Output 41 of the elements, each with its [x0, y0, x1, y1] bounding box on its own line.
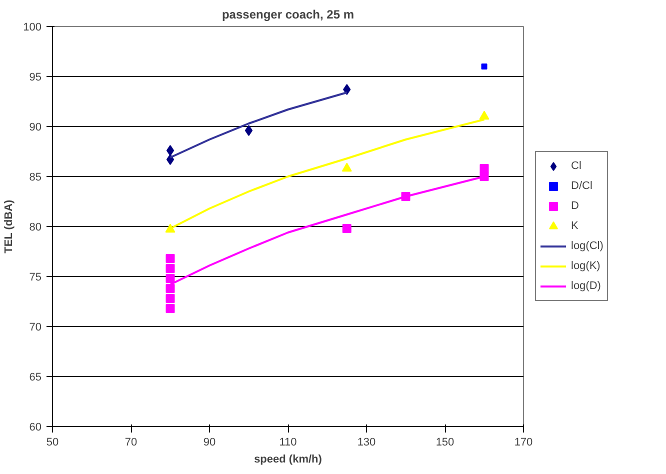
x-tick-label: 130	[357, 436, 376, 448]
x-tick-label: 150	[436, 436, 454, 448]
y-tick-label: 80	[29, 222, 42, 234]
point	[343, 84, 351, 95]
legend-label: K	[571, 220, 580, 232]
legend-label: log(Cl)	[571, 240, 604, 252]
x-tick-label: 170	[514, 436, 533, 448]
y-tick-label: 85	[29, 172, 42, 184]
chart-title: passenger coach, 25 m	[222, 8, 354, 22]
x-tick-label: 70	[124, 436, 138, 448]
point	[166, 294, 175, 303]
y-tick-label: 60	[29, 422, 42, 434]
point	[479, 110, 490, 120]
point	[244, 125, 253, 136]
point	[166, 145, 174, 156]
x-axis-title: speed (km/h)	[254, 454, 322, 466]
legend-label: log(K)	[571, 260, 600, 272]
point	[166, 264, 175, 273]
point	[342, 224, 352, 233]
legend-label: log(D)	[571, 280, 601, 292]
point	[166, 284, 175, 293]
x-tick-label: 50	[46, 436, 59, 448]
y-tick-label: 75	[29, 272, 42, 284]
y-tick-label: 90	[29, 122, 42, 134]
y-tick-label: 95	[29, 72, 42, 84]
y-tick-label: 70	[29, 322, 42, 334]
point	[166, 254, 175, 263]
y-axis-title: TEL (dBA)	[3, 199, 16, 254]
legend-label: D/Cl	[571, 180, 592, 192]
legend-label: Cl	[571, 160, 582, 172]
point	[480, 164, 489, 173]
point	[166, 154, 174, 165]
x-tick-label: 90	[203, 436, 216, 448]
y-tick-label: 65	[29, 372, 42, 384]
x-tick-label: 110	[279, 436, 297, 448]
point	[342, 162, 352, 172]
point	[166, 304, 175, 313]
point	[481, 64, 488, 70]
legend-label: D	[571, 200, 580, 212]
point	[166, 274, 175, 283]
y-tick-label: 100	[23, 22, 42, 34]
